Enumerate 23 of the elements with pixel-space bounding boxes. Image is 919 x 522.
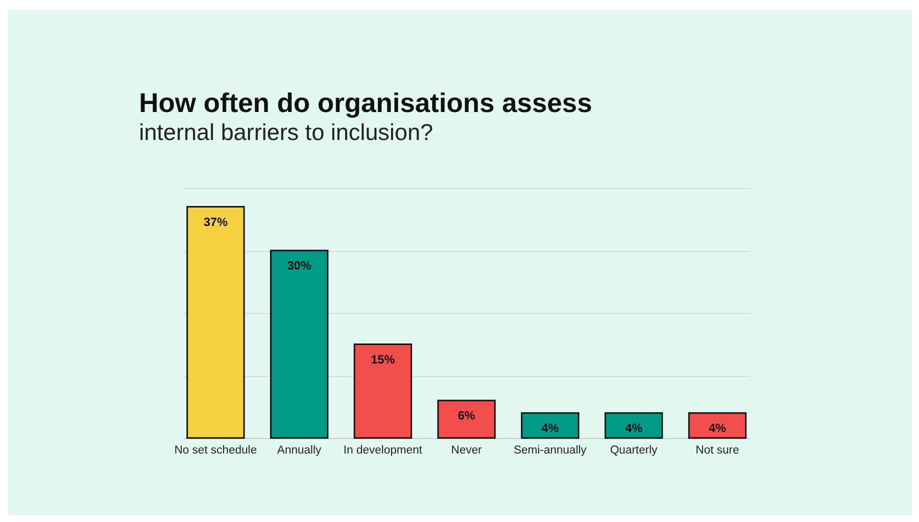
x-tick-label: No set schedule (174, 444, 257, 456)
chart-subtitle: internal barriers to inclusion? (139, 119, 434, 145)
x-tick-label: Never (451, 444, 482, 456)
bar (354, 344, 412, 439)
data-label: 37% (204, 214, 228, 229)
data-label: 4% (708, 421, 726, 435)
data-label: 6% (458, 408, 476, 422)
x-tick-label: Quarterly (610, 444, 658, 456)
bar (437, 400, 496, 439)
data-label: 4% (625, 421, 643, 435)
bar (186, 206, 245, 439)
bar (604, 412, 663, 439)
x-tick-label: In development (344, 444, 423, 456)
data-label: 4% (541, 421, 560, 435)
bar (520, 412, 580, 439)
x-tick-label: Annually (277, 444, 322, 456)
bar (688, 412, 747, 439)
data-label: 30% (287, 258, 312, 272)
x-tick-label: Semi-annually (514, 444, 587, 456)
x-tick-label: Not sure (696, 444, 740, 456)
data-label: 15% (370, 352, 396, 366)
chart-title: How often do organisations assess (139, 88, 592, 118)
bar (270, 250, 328, 439)
